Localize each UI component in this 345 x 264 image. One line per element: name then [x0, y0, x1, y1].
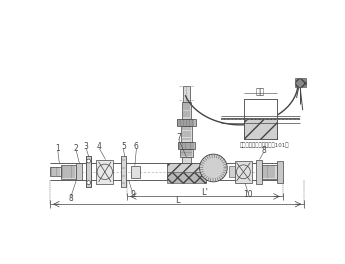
Bar — [244, 119, 277, 139]
Bar — [177, 119, 196, 126]
Bar — [262, 165, 277, 179]
Text: 10: 10 — [243, 190, 253, 199]
Text: 7: 7 — [176, 133, 181, 142]
Polygon shape — [167, 172, 206, 183]
Text: 2: 2 — [74, 144, 79, 153]
Bar — [229, 166, 235, 177]
Bar — [178, 142, 195, 149]
Text: 5: 5 — [121, 142, 126, 151]
Bar — [295, 78, 306, 87]
Polygon shape — [167, 163, 206, 180]
Text: 8: 8 — [261, 146, 266, 155]
Text: 五轴在外管内装配位置（101）: 五轴在外管内装配位置（101） — [239, 143, 289, 148]
Bar — [277, 161, 283, 183]
Bar — [244, 100, 277, 119]
Bar — [96, 159, 113, 184]
Text: 1: 1 — [56, 144, 60, 153]
Text: 8: 8 — [69, 194, 73, 203]
Bar — [61, 165, 76, 179]
Text: L: L — [175, 196, 179, 205]
Bar — [86, 156, 91, 187]
Circle shape — [199, 154, 227, 182]
Bar — [180, 149, 193, 157]
Circle shape — [87, 181, 91, 185]
Text: 流向: 流向 — [256, 87, 265, 96]
Text: 4: 4 — [97, 142, 102, 151]
Text: 3: 3 — [84, 142, 89, 151]
Bar — [181, 126, 192, 142]
Bar — [131, 166, 140, 178]
Bar — [182, 157, 191, 163]
Text: 6: 6 — [134, 142, 139, 151]
Text: 9: 9 — [130, 190, 135, 199]
Bar — [183, 86, 190, 102]
Bar — [244, 100, 277, 139]
Bar — [50, 167, 61, 176]
Bar — [121, 156, 126, 187]
Bar — [235, 161, 252, 183]
Bar — [182, 102, 191, 119]
Bar — [256, 159, 262, 184]
Circle shape — [87, 159, 91, 163]
Bar — [76, 163, 82, 180]
Text: L': L' — [201, 188, 208, 197]
